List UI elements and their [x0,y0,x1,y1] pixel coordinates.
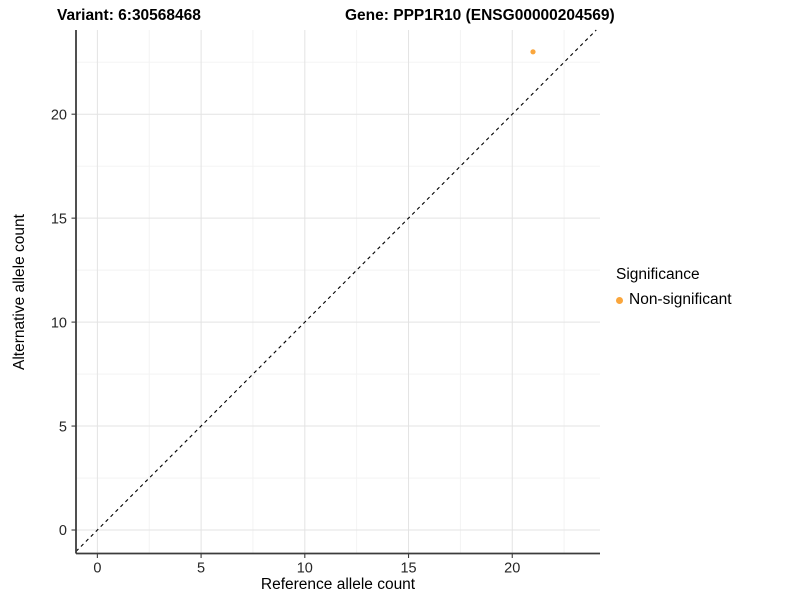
y-tick-label: 0 [59,523,67,539]
y-tick-label: 20 [51,107,67,123]
legend-item-label: Non-significant [629,291,732,308]
gene-title: Gene: PPP1R10 (ENSG00000204569) [345,7,615,24]
legend: Significance Non-significant [616,266,732,309]
legend-item: Non-significant [616,291,732,309]
data-point [530,49,536,55]
legend-title: Significance [616,266,700,283]
x-tick-label: 0 [93,561,101,577]
y-tick-label: 5 [59,419,67,435]
identity-line [75,29,597,552]
x-tick-label: 10 [297,561,313,577]
y-tick-label: 15 [51,211,67,227]
x-tick-label: 15 [400,561,416,577]
y-tick-label: 10 [51,315,67,331]
variant-title: Variant: 6:30568468 [57,7,201,24]
y-axis-label: Alternative allele count [11,214,28,370]
x-tick-label: 5 [197,561,205,577]
x-tick-label: 20 [504,561,520,577]
x-axis-label: Reference allele count [260,576,416,593]
legend-point-icon [616,296,623,304]
